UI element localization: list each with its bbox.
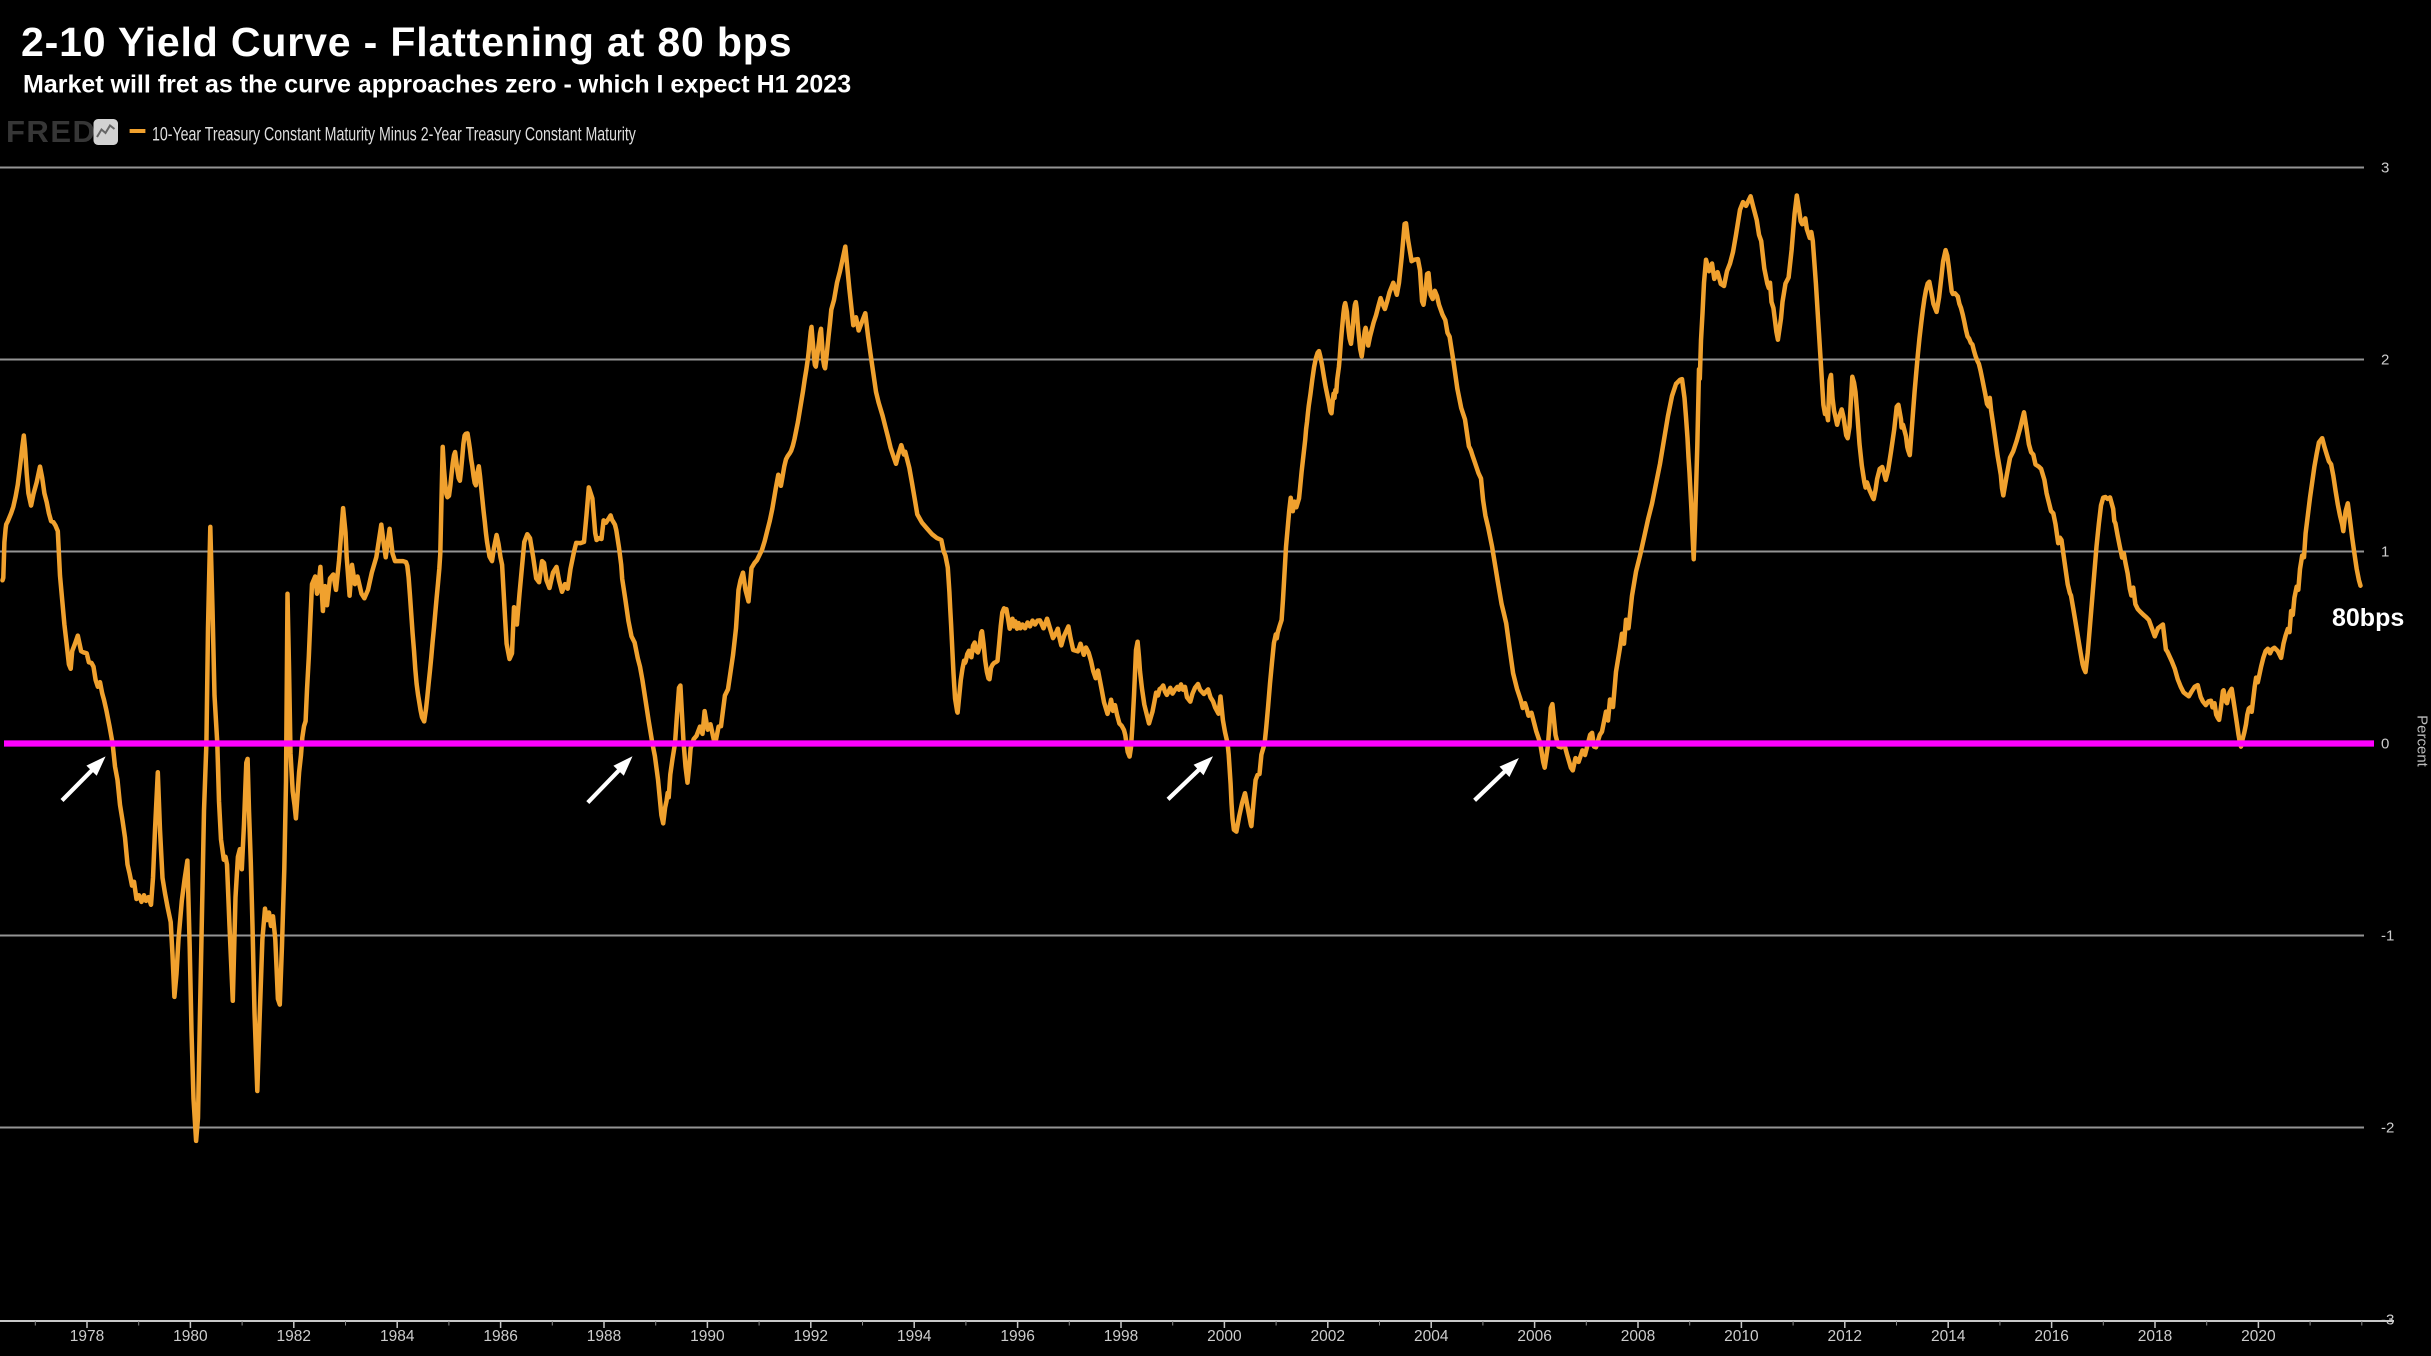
svg-text:Market will fret as the curve: Market will fret as the curve approaches… <box>23 71 851 99</box>
svg-text:1978: 1978 <box>70 1328 104 1345</box>
svg-text:1982: 1982 <box>277 1328 311 1345</box>
svg-text:2010: 2010 <box>1724 1328 1759 1345</box>
svg-text:1994: 1994 <box>897 1328 932 1345</box>
svg-text:2: 2 <box>2381 352 2389 369</box>
svg-text:2020: 2020 <box>2241 1328 2276 1345</box>
svg-text:1: 1 <box>2381 544 2389 561</box>
svg-text:1990: 1990 <box>690 1328 725 1345</box>
svg-text:2-10 Yield Curve - Flattening: 2-10 Yield Curve - Flattening at 80 bps <box>21 19 792 65</box>
svg-text:Percent: Percent <box>2414 715 2431 768</box>
svg-text:10-Year Treasury Constant Matu: 10-Year Treasury Constant Maturity Minus… <box>152 123 636 145</box>
svg-text:1996: 1996 <box>1000 1328 1034 1345</box>
svg-text:2008: 2008 <box>1621 1328 1655 1345</box>
svg-text:80bps: 80bps <box>2332 604 2404 632</box>
svg-text:2004: 2004 <box>1414 1328 1449 1345</box>
svg-text:-3: -3 <box>2381 1312 2394 1329</box>
svg-text:0: 0 <box>2381 736 2389 753</box>
svg-text:2018: 2018 <box>2138 1328 2172 1345</box>
svg-text:-1: -1 <box>2381 928 2394 945</box>
svg-text:1980: 1980 <box>173 1328 208 1345</box>
svg-text:1998: 1998 <box>1104 1328 1138 1345</box>
svg-text:1986: 1986 <box>483 1328 517 1345</box>
svg-text:2014: 2014 <box>1931 1328 1966 1345</box>
svg-text:2002: 2002 <box>1311 1328 1345 1345</box>
svg-text:1992: 1992 <box>794 1328 828 1345</box>
svg-text:2000: 2000 <box>1207 1328 1242 1345</box>
svg-text:-2: -2 <box>2381 1120 2394 1137</box>
svg-text:1984: 1984 <box>380 1328 415 1345</box>
svg-text:FRED: FRED <box>6 114 96 149</box>
svg-text:3: 3 <box>2381 160 2389 177</box>
svg-text:2012: 2012 <box>1828 1328 1862 1345</box>
svg-text:1988: 1988 <box>587 1328 621 1345</box>
svg-text:2016: 2016 <box>2034 1328 2068 1345</box>
svg-text:2006: 2006 <box>1517 1328 1551 1345</box>
